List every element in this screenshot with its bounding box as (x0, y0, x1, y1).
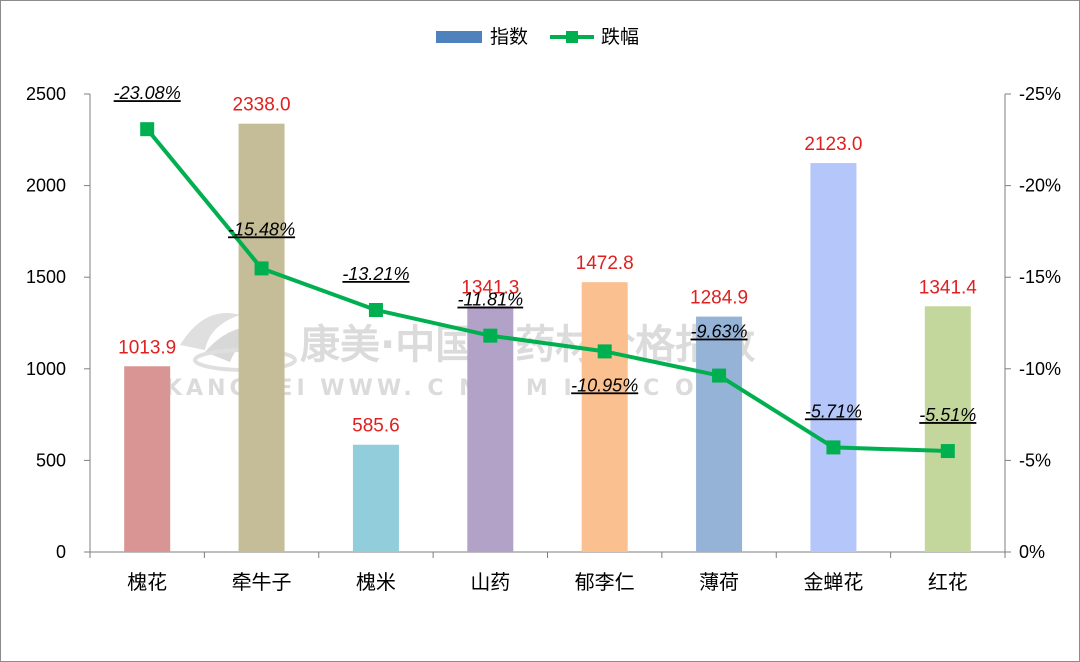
line-value-label: -13.21% (342, 264, 409, 284)
right-tick-label: -10% (1019, 359, 1061, 379)
bar (238, 123, 285, 552)
bar-series (124, 123, 971, 552)
bar (124, 366, 171, 552)
right-tick-label: -5% (1019, 450, 1051, 470)
watermark-text-cn: 康美·中国中药材价格指数 (300, 322, 755, 368)
line-path (145, 127, 948, 454)
bar-data-labels: 1013.9 2338.0 585.6 1341.3 1472.8 1284.9 2123.… (118, 95, 977, 437)
line-value-label: -11.81% (457, 290, 523, 310)
left-axis-ticks: 0 500 1000 1500 2000 2500 (26, 84, 90, 562)
line-point-marker (940, 444, 955, 459)
line-value-label: -5.71% (805, 401, 862, 421)
line-point-marker (140, 122, 155, 137)
category-label: 薄荷 (699, 570, 739, 594)
bar-value-label: 2338.0 (233, 95, 291, 116)
right-axis-ticks: 0% -5% -10% -15% -20% -25% (1005, 84, 1061, 562)
left-tick-label: 500 (36, 450, 66, 470)
left-tick-label: 1000 (26, 359, 66, 379)
right-tick-label: -15% (1019, 267, 1061, 287)
bar (810, 163, 857, 552)
line-point-marker (483, 328, 498, 343)
legend-line-label: 跌幅 (601, 26, 639, 48)
line-series (140, 122, 955, 459)
legend-bar-label: 指数 (490, 26, 528, 48)
line-point-marker (254, 261, 269, 276)
line-point-marker (826, 440, 841, 455)
category-label: 槐米 (356, 570, 396, 594)
line-value-label: -10.95% (571, 375, 638, 395)
line-value-label: -9.63% (691, 322, 748, 342)
bar-value-label: 1341.4 (919, 277, 978, 298)
category-labels: 槐花 牵牛子 槐米 山药 郁李仁 薄荷 金蝉花 红花 (89, 552, 1006, 594)
line-point-marker (712, 368, 727, 383)
bar-value-label: 1472.8 (576, 253, 634, 274)
right-tick-label: -20% (1019, 176, 1061, 196)
line-value-label: -5.51% (919, 405, 976, 425)
legend: 指数 跌幅 (436, 26, 639, 48)
category-label: 红花 (928, 570, 968, 594)
line-point-marker (597, 344, 612, 359)
legend-bar-swatch (436, 31, 482, 43)
line-data-labels: -23.08% -15.48% -13.21% -11.81% -10.95% -9.63… (114, 83, 977, 425)
bar-value-label: 1341.3 (461, 277, 519, 298)
bar (581, 282, 628, 552)
line-value-label: -23.08% (114, 83, 181, 103)
right-tick-label: 0% (1019, 542, 1045, 562)
bar-value-label: 2123.0 (804, 134, 862, 155)
category-label: 牵牛子 (232, 570, 292, 594)
category-label: 山药 (470, 570, 510, 594)
bar (696, 316, 743, 552)
bar-value-label: 1013.9 (118, 337, 176, 358)
legend-line-marker (566, 31, 578, 43)
bar (352, 444, 399, 552)
bar (467, 306, 514, 552)
category-label: 郁李仁 (575, 570, 635, 594)
line-value-label: -15.48% (228, 219, 295, 239)
bar-value-label: 1284.9 (690, 288, 748, 309)
left-tick-label: 2000 (26, 176, 66, 196)
bar (924, 306, 971, 552)
category-label: 槐花 (127, 570, 167, 594)
line-point-marker (368, 302, 383, 317)
left-tick-label: 2500 (26, 84, 66, 104)
category-label: 金蝉花 (803, 570, 863, 594)
bar-value-label: 585.6 (352, 416, 400, 437)
right-tick-label: -25% (1019, 84, 1061, 104)
left-tick-label: 0 (56, 542, 66, 562)
left-tick-label: 1500 (26, 267, 66, 287)
